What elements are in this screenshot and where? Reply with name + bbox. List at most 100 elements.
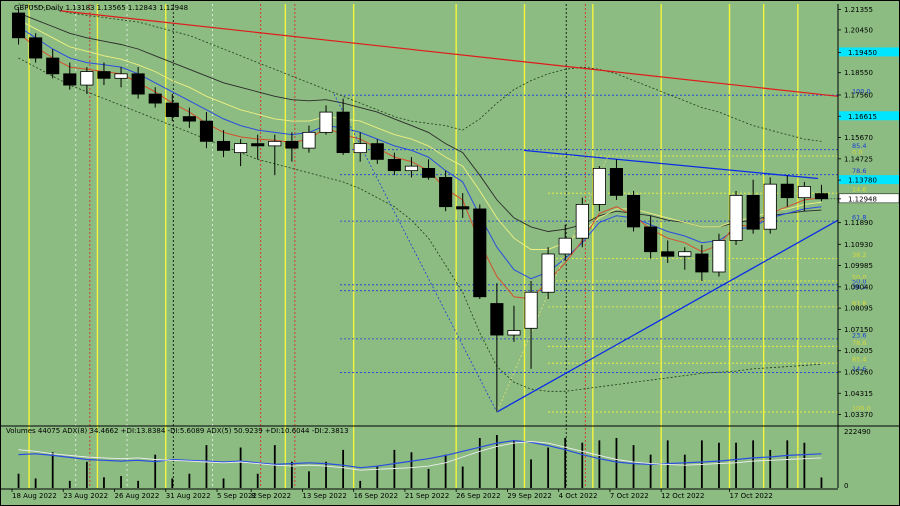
candle-body-13	[234, 143, 248, 154]
price-label-19: 1.03370	[844, 411, 873, 419]
fib-label-blue-2: 78.6	[852, 167, 866, 175]
blue-support-trendline	[496, 219, 839, 413]
candle-body-6	[114, 73, 128, 79]
trend-lines	[59, 10, 839, 413]
date-label-11: 4 Oct 2022	[559, 492, 598, 500]
candle-body-12	[216, 140, 231, 151]
fib-label-blue-6: 23.6	[852, 331, 866, 339]
price-label-2: 1.19450	[848, 49, 877, 57]
price-label-3: 1.18550	[844, 69, 873, 77]
indicator-title: Volumes 44075 ADX(8) 34.4662 +DI:13.8384…	[6, 427, 349, 435]
candle-body-8	[148, 93, 162, 104]
date-label-8: 21 Sep 2022	[405, 492, 449, 500]
candle-body-42	[729, 195, 743, 241]
period-separator-lines	[28, 4, 799, 488]
volume-zero-label: 0	[844, 482, 848, 490]
candle-body-23	[404, 165, 419, 172]
candle-body-5	[97, 71, 111, 79]
date-label-10: 29 Sep 2022	[507, 492, 551, 500]
price-axis: 1.21355 1.20450 1.19450 1.18550 1.17560 1.166…	[837, 4, 900, 488]
fib-label-yellow-7: 100.0	[852, 405, 871, 413]
candle-body-36	[626, 195, 641, 228]
price-label-17: 1.05260	[844, 368, 873, 376]
candle-body-47	[814, 193, 829, 200]
candle-body-11	[199, 120, 214, 142]
price-label-5: 1.16615	[848, 113, 877, 121]
candle-body-2	[46, 57, 60, 75]
volume-max-label: 222490	[844, 428, 871, 436]
candle-body-16	[285, 140, 299, 149]
adx-white-line	[18, 441, 822, 471]
candle-body-45	[780, 183, 794, 199]
chart-title: GBPUSD,Daily 1.13183 1.13565 1.12843 1.1…	[14, 4, 188, 12]
bb-lower-line	[18, 57, 822, 392]
candle-body-3	[63, 73, 77, 86]
red-trendline	[59, 10, 839, 97]
fib-label-blue-1: 85.4	[852, 142, 866, 150]
candle-body-46	[797, 186, 811, 199]
date-label-0: 18 Aug 2022	[12, 492, 57, 500]
candle-body-29	[507, 330, 521, 336]
candle-body-19	[336, 111, 350, 154]
candle-body-38	[661, 251, 675, 257]
blue-resistance-trendline	[523, 149, 819, 180]
date-label-3: 31 Aug 2022	[166, 492, 211, 500]
adx-blue-line	[18, 439, 822, 469]
price-label-7: 1.14725	[844, 155, 873, 163]
ma-fast-line	[18, 32, 822, 300]
fib-label-yellow-1: 14.6	[852, 186, 866, 194]
ma-slow-line	[18, 19, 822, 250]
candle-body-40	[695, 253, 709, 273]
price-label-18: 1.04315	[844, 390, 873, 398]
candle-body-25	[439, 177, 453, 208]
price-label-0: 1.21355	[844, 6, 873, 14]
candle-body-37	[644, 226, 658, 253]
bb-upper-line	[18, 3, 822, 142]
price-label-16: 1.06205	[844, 347, 873, 355]
candle-body-27	[473, 208, 487, 298]
candle-body-14	[251, 143, 265, 147]
fib-label-blue-0: 100.0	[852, 88, 871, 96]
candle-body-1	[29, 37, 43, 59]
fib-label-blue-4: 50.0	[852, 277, 866, 285]
price-label-4: 1.17560	[844, 91, 873, 99]
candle-body-20	[353, 143, 367, 154]
candle-body-35	[609, 167, 624, 196]
fib-label-yellow-3: 50.0	[852, 273, 866, 281]
price-label-8: 1.13780	[848, 177, 877, 185]
candle-body-26	[456, 206, 470, 210]
fib-label-yellow-6: 85.4	[852, 356, 866, 364]
date-label-12: 7 Oct 2022	[610, 492, 649, 500]
fib-label-yellow-5: 78.6	[852, 339, 866, 347]
candle-body-33	[575, 204, 589, 239]
price-label-12: 1.09985	[844, 262, 873, 270]
date-label-5: 8 Sep 2022	[251, 492, 291, 500]
price-label-6: 1.15670	[844, 134, 873, 142]
price-label-11: 1.10930	[844, 241, 873, 249]
candle-body-39	[678, 251, 692, 257]
candle-body-15	[268, 140, 282, 147]
price-label-13: 1.09040	[844, 283, 873, 291]
date-label-9: 26 Sep 2022	[456, 492, 500, 500]
candle-body-9	[165, 102, 179, 118]
fibonacci-level-labels: 100.085.478.661.850.038.223.614.60.014.6…	[852, 88, 871, 413]
date-label-1: 23 Aug 2022	[63, 492, 108, 500]
candle-body-32	[558, 237, 572, 255]
date-axis: 18 Aug 2022 23 Aug 2022 26 Aug 2022 31 Aug …	[0, 488, 838, 500]
date-label-4: 5 Sep 2022	[217, 492, 257, 500]
moving-averages	[18, 12, 822, 300]
bollinger-bands	[18, 3, 822, 392]
candle-body-41	[712, 240, 726, 273]
candle-body-17	[302, 131, 316, 149]
candle-body-0	[11, 12, 26, 39]
fib-label-yellow-4: 61.8	[852, 299, 866, 307]
date-label-2: 26 Aug 2022	[115, 492, 160, 500]
price-highlight-2	[839, 47, 899, 57]
fib-label-blue-7: 14.6	[852, 365, 866, 373]
fib-label-blue-3: 61.8	[852, 214, 866, 222]
candle-body-21	[370, 143, 384, 160]
price-label-10: 1.11890	[844, 219, 873, 227]
date-label-7: 16 Sep 2022	[354, 492, 398, 500]
candle-body-44	[763, 183, 777, 230]
